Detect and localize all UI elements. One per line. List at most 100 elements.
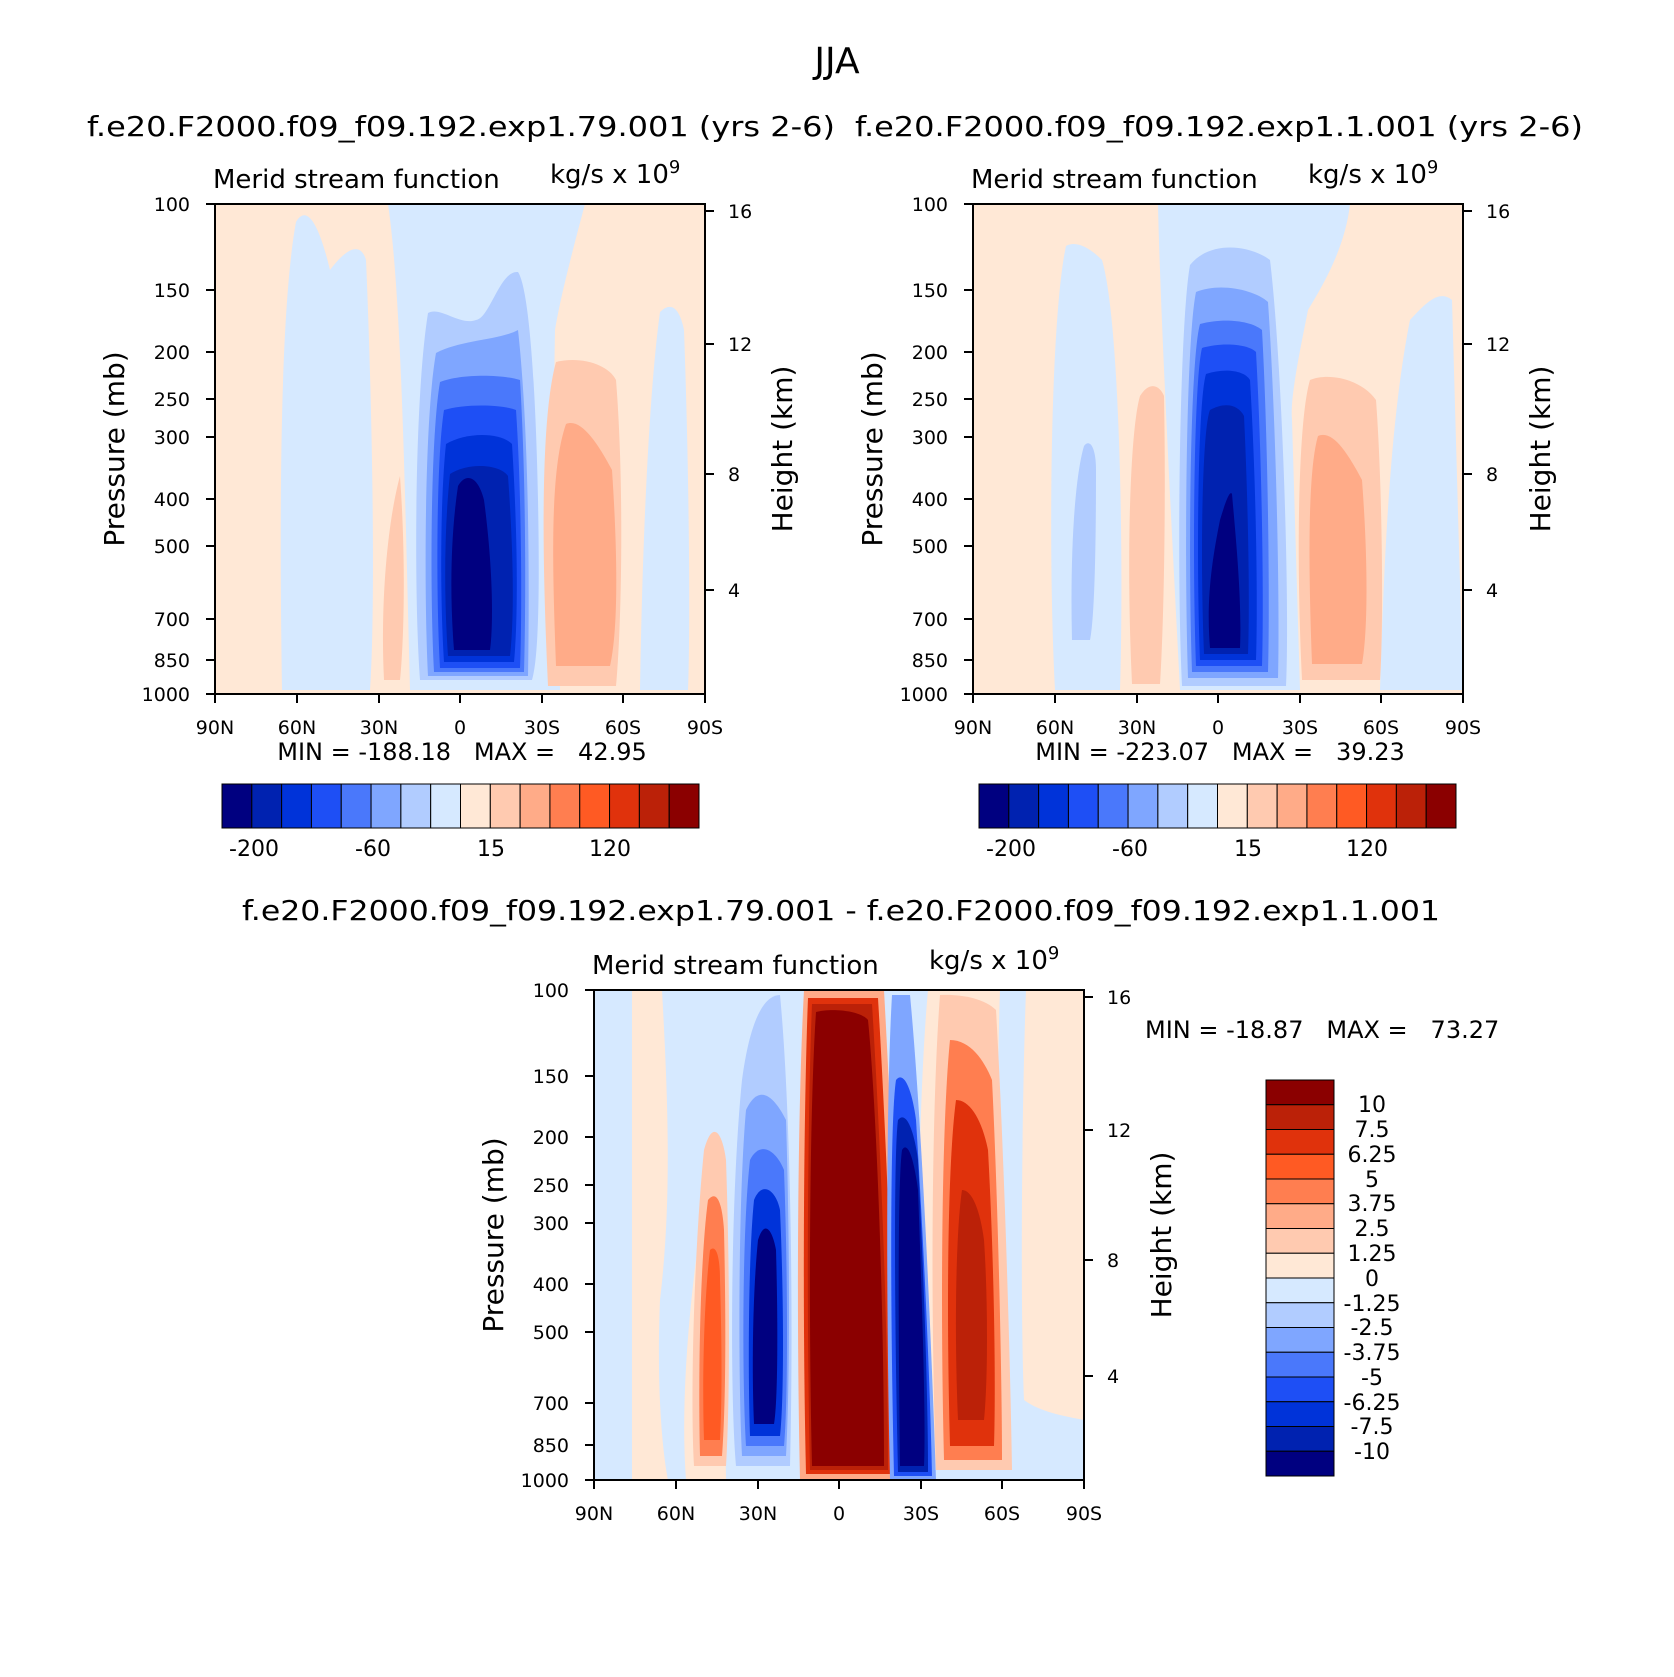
y-tick-label: 200 bbox=[912, 342, 948, 364]
y-tick-label: 300 bbox=[154, 427, 190, 449]
y-tick-label: 300 bbox=[912, 427, 948, 449]
contour-ferrel-2 bbox=[1309, 434, 1367, 664]
case-title-top-right: f.e20.F2000.f09_f09.192.exp1.1.001 (yrs … bbox=[855, 110, 1583, 143]
colorbar-swatch bbox=[1127, 783, 1159, 829]
y-tick-label: 100 bbox=[533, 980, 569, 1002]
contour-weak-negative bbox=[1071, 443, 1096, 640]
y-tick-label: 700 bbox=[912, 609, 948, 631]
height-tick-label: 8 bbox=[1107, 1250, 1119, 1272]
contour-field bbox=[973, 204, 1463, 694]
colorbar-swatch bbox=[1265, 1079, 1335, 1106]
x-tick-label: 90N bbox=[575, 1503, 613, 1525]
right-axis-label: Height (km) bbox=[1524, 366, 1557, 533]
colorbar-label: 0 bbox=[1365, 1267, 1379, 1292]
colorbar-label: 10 bbox=[1358, 1093, 1386, 1118]
colorbar-label: 15 bbox=[477, 837, 505, 862]
colorbar bbox=[978, 783, 1457, 829]
height-tick-label: 12 bbox=[728, 334, 752, 356]
x-tick-label: 90N bbox=[954, 717, 992, 739]
colorbar-swatch bbox=[281, 783, 312, 829]
colorbar-swatch bbox=[460, 783, 491, 829]
colorbar-label: 120 bbox=[1346, 837, 1388, 862]
colorbar-label: -60 bbox=[1112, 837, 1148, 862]
x-tick-label: 90S bbox=[1445, 717, 1481, 739]
colorbar-label: -3.75 bbox=[1344, 1341, 1401, 1366]
min-max-stats: MIN = -223.07 MAX = 39.23 bbox=[1035, 738, 1405, 766]
min-max-stats: MIN = -188.18 MAX = 42.95 bbox=[277, 738, 647, 766]
colorbar-label: 7.5 bbox=[1355, 1118, 1390, 1143]
colorbar-label: -200 bbox=[229, 837, 279, 862]
x-tick-label: 60S bbox=[605, 717, 641, 739]
y-axis-label: Pressure (mb) bbox=[856, 351, 889, 546]
units-exponent: 9 bbox=[1048, 943, 1059, 964]
panel-top-left: Merid stream function kg/s x 109 90N 60N… bbox=[98, 157, 799, 862]
colorbar-swatch bbox=[1395, 783, 1427, 829]
right-tick-labels: 16 12 8 4 bbox=[1107, 987, 1131, 1388]
colorbar-label: 15 bbox=[1234, 837, 1262, 862]
colorbar-swatch bbox=[1366, 783, 1397, 829]
x-tick-label: 0 bbox=[1212, 717, 1224, 739]
colorbar-swatch bbox=[1265, 1104, 1335, 1130]
y-tick-label: 400 bbox=[154, 489, 190, 511]
x-tick-label: 30S bbox=[1282, 717, 1318, 739]
tick-marks bbox=[964, 203, 1472, 703]
contour-ferrel-2 bbox=[553, 423, 617, 666]
height-tick-label: 4 bbox=[1107, 1366, 1119, 1388]
colorbar-swatch bbox=[1265, 1376, 1335, 1403]
colorbar-swatch bbox=[1187, 783, 1218, 829]
colorbar-swatch bbox=[1038, 783, 1069, 829]
height-tick-label: 12 bbox=[1486, 334, 1510, 356]
colorbar-swatch bbox=[1425, 783, 1457, 829]
colorbar-swatch bbox=[1265, 1178, 1335, 1205]
colorbar-swatch bbox=[310, 783, 342, 829]
colorbar-swatch bbox=[1246, 783, 1278, 829]
contour-southern-cell bbox=[1380, 296, 1463, 690]
contour-positive-strip bbox=[632, 990, 668, 1480]
colorbar-swatch bbox=[1306, 783, 1338, 829]
y-tick-label: 250 bbox=[533, 1175, 569, 1197]
colorbar-swatch bbox=[1067, 783, 1099, 829]
colorbar-swatch bbox=[1217, 783, 1248, 829]
colorbar-labels: 10 7.5 6.25 5 3.75 2.5 1.25 0 -1.25 -2.5… bbox=[1344, 1093, 1401, 1465]
contour-positive-midlat-3 bbox=[703, 1248, 722, 1440]
units-exponent: 9 bbox=[1427, 157, 1438, 178]
contour-negative-midlat-core bbox=[752, 1228, 778, 1424]
colorbar-swatch bbox=[1157, 783, 1189, 829]
colorbar-swatch bbox=[579, 783, 611, 829]
x-tick-label: 30N bbox=[739, 1503, 777, 1525]
contour-hadley-core bbox=[451, 477, 492, 650]
colorbar-label: -7.5 bbox=[1351, 1415, 1394, 1440]
colorbar-label: -2.5 bbox=[1351, 1316, 1394, 1341]
x-tick-labels: 90N 60N 30N 0 30S 60S 90S bbox=[954, 717, 1481, 739]
panel-difference: Merid stream function kg/s x 109 90N 60N… bbox=[477, 943, 1499, 1525]
y-tick-label: 150 bbox=[154, 280, 190, 302]
panel-left-title: Merid stream function bbox=[592, 951, 879, 981]
x-tick-label: 30N bbox=[1118, 717, 1156, 739]
panel-left-title: Merid stream function bbox=[971, 165, 1258, 195]
x-tick-label: 90N bbox=[196, 717, 234, 739]
colorbar-label: 2.5 bbox=[1355, 1217, 1390, 1242]
x-tick-label: 60N bbox=[278, 717, 316, 739]
y-tick-label: 250 bbox=[912, 389, 948, 411]
contour-hadley-core bbox=[1208, 493, 1241, 648]
min-max-stats: MIN = -18.87 MAX = 73.27 bbox=[1145, 1016, 1499, 1044]
colorbar-swatch bbox=[489, 783, 521, 829]
x-tick-labels: 90N 60N 30N 0 30S 60S 90S bbox=[575, 1503, 1102, 1525]
y-tick-labels: 100 150 200 250 300 400 500 700 850 1000 bbox=[521, 980, 569, 1492]
y-axis-label: Pressure (mb) bbox=[98, 351, 131, 546]
colorbar-swatch bbox=[340, 783, 372, 829]
colorbar-swatch bbox=[221, 783, 253, 829]
y-tick-label: 400 bbox=[533, 1274, 569, 1296]
x-tick-label: 60S bbox=[1363, 717, 1399, 739]
units-exponent: 9 bbox=[669, 157, 680, 178]
colorbar-swatch bbox=[1265, 1327, 1335, 1353]
height-tick-label: 8 bbox=[728, 464, 740, 486]
colorbar-label: 5 bbox=[1365, 1168, 1379, 1193]
contour-polar-cell bbox=[280, 215, 373, 690]
colorbar-labels: -200 -60 15 120 bbox=[229, 837, 631, 862]
x-tick-label: 0 bbox=[454, 717, 466, 739]
x-tick-labels: 90N 60N 30N 0 30S 60S 90S bbox=[196, 717, 723, 739]
colorbar-swatch bbox=[1265, 1228, 1335, 1254]
contour-southern-cell bbox=[640, 306, 690, 690]
contour-weak-positive bbox=[1129, 386, 1165, 684]
